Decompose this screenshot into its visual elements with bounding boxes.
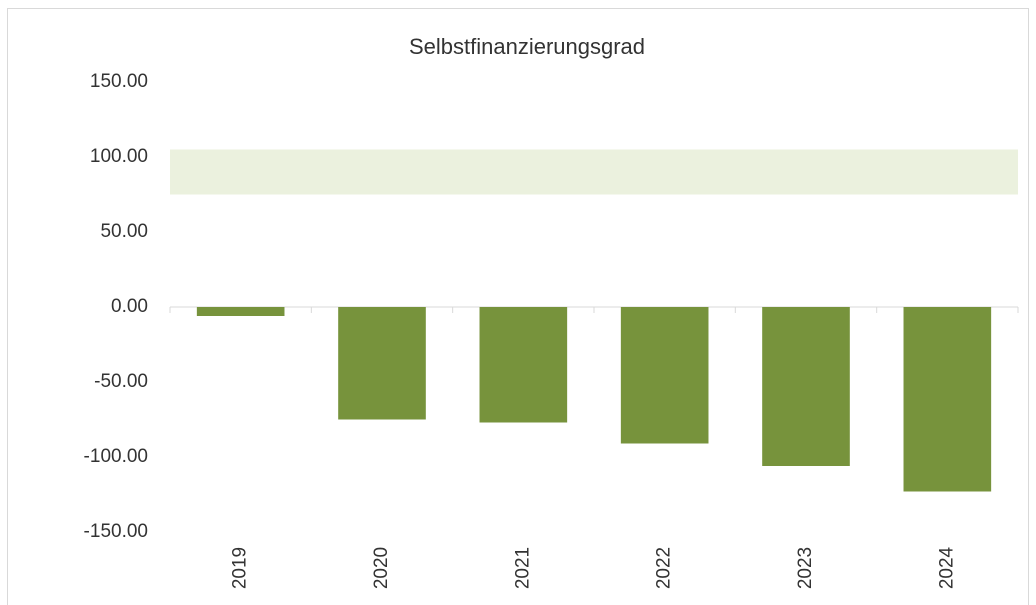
target-band <box>170 149 1018 195</box>
y-tick-label: 50.00 <box>100 221 148 242</box>
x-tick-label: 2024 <box>936 546 957 589</box>
x-tick-label: 2023 <box>795 547 816 589</box>
x-tick-label: 2022 <box>654 547 675 589</box>
y-tick-label: -150.00 <box>84 521 148 542</box>
bar <box>338 307 426 420</box>
y-tick-label: 0.00 <box>111 296 148 317</box>
y-tick-label: -50.00 <box>94 371 148 392</box>
x-tick-label: 2021 <box>512 547 533 589</box>
chart-title: Selbstfinanzierungsgrad <box>409 34 645 59</box>
bar <box>620 307 709 444</box>
y-tick-label: 150.00 <box>90 71 148 92</box>
y-tick-label: -100.00 <box>84 446 148 467</box>
bar <box>479 307 568 423</box>
bar <box>762 307 850 466</box>
x-tick-label: 2020 <box>371 547 392 589</box>
x-tick-label: 2019 <box>230 547 251 589</box>
bar <box>903 307 992 492</box>
y-tick-label: 100.00 <box>90 146 148 167</box>
bar <box>196 307 285 316</box>
